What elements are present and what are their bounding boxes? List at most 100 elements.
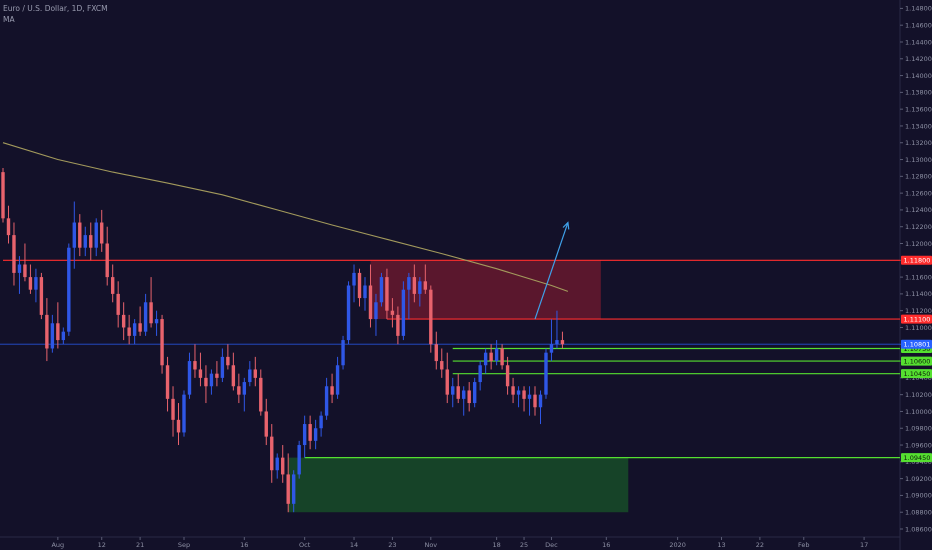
candle-body (138, 323, 142, 332)
price-tick-label: 1.12800 (905, 173, 932, 181)
time-tick-label: 12 (98, 541, 106, 549)
candle-body (45, 314, 49, 349)
time-tick-label: 18 (492, 541, 500, 549)
candles-layer (1, 167, 565, 513)
candle-body (182, 394, 186, 433)
candle-body (165, 365, 170, 399)
price-tick-label: 1.13200 (905, 139, 932, 147)
time-tick-label: Dec (545, 541, 558, 549)
candle-body (67, 247, 71, 332)
candle-body (127, 327, 131, 336)
price-tag-red-bg (901, 255, 932, 265)
candle-body (17, 264, 22, 273)
symbol-title[interactable]: Euro / U.S. Dollar, 1D, FXCM (3, 4, 108, 13)
candle-body (264, 411, 268, 437)
moving-average-layer (2, 142, 569, 292)
candle-body (105, 243, 109, 278)
candle-body (160, 319, 164, 366)
candle-body (456, 386, 460, 399)
candle-body (50, 323, 55, 349)
candle-body (209, 373, 214, 387)
time-tick-label: 23 (388, 541, 396, 549)
candle-body (483, 352, 488, 366)
candle-body (418, 281, 422, 294)
candle-body (308, 424, 312, 441)
price-tick-label: 1.12000 (905, 240, 932, 248)
price-tick-label: 1.13000 (905, 156, 932, 164)
candle-body (204, 377, 208, 387)
price-tick-label: 1.12200 (905, 223, 932, 231)
time-tick-label: 22 (756, 541, 764, 549)
candle-body (12, 235, 16, 273)
candle-body (39, 277, 44, 315)
candle-body (396, 314, 400, 336)
price-tick-label: 1.11000 (905, 324, 932, 332)
candle-body (302, 424, 307, 446)
candle-body (34, 277, 38, 290)
candle-body (533, 394, 537, 408)
candle-body (335, 365, 340, 395)
candle-body (544, 352, 548, 395)
price-tag-green-bg (901, 356, 932, 366)
candle-body (231, 365, 236, 387)
price-tick-label: 1.13800 (905, 89, 932, 97)
time-axis[interactable]: Aug 12 21 Sep 16 Oct 14 23 Nov 18 25 Dec 16 2020 13 22 F… (51, 537, 868, 549)
candle-body (110, 277, 115, 294)
price-tick-label: 1.11600 (905, 273, 932, 281)
candle-body (505, 365, 510, 387)
price-tick-label: 1.14000 (905, 72, 932, 80)
candle-body (324, 386, 329, 416)
price-tick-label: 1.11200 (905, 307, 932, 315)
candle-body (516, 390, 521, 395)
price-tag-green-bg (901, 369, 932, 379)
price-tag-green: 1.10750 (904, 345, 931, 353)
candle-body (198, 369, 203, 378)
levels-layer (0, 259, 900, 459)
price-tags-layer: 1.11800 1.11100 1.10750 1.10600 1.10450 1.094… (901, 255, 932, 463)
candle-body (390, 310, 395, 315)
candle-body (242, 382, 247, 395)
time-tick-label: Feb (798, 541, 810, 549)
candle-body (451, 386, 455, 395)
candle-body (83, 235, 87, 248)
arrow-layer (534, 221, 570, 320)
candle-body (193, 361, 197, 370)
price-tick-label: 1.10200 (905, 391, 932, 399)
candle-body (472, 382, 477, 404)
candle-body (176, 419, 181, 433)
price-tick-label: 1.09600 (905, 441, 932, 449)
price-tag-current-bg (901, 339, 932, 349)
candle-body (281, 457, 285, 475)
price-tick-label: 1.14200 (905, 55, 932, 63)
candle-body (319, 415, 323, 429)
price-tick-label: 1.12400 (905, 206, 932, 214)
price-tick-label: 1.09000 (905, 492, 932, 500)
projection-arrow-head (562, 221, 570, 230)
candle-body (385, 277, 389, 311)
price-tag-green-bg (901, 453, 932, 463)
price-tag-green: 1.09450 (904, 454, 931, 462)
candle-body (154, 319, 159, 324)
candle-body (187, 361, 192, 395)
candle-body (341, 340, 345, 366)
price-tick-label: 1.10000 (905, 408, 932, 416)
time-tick-label: Oct (299, 541, 311, 549)
price-tag-green: 1.10450 (904, 370, 931, 378)
candle-body (28, 277, 33, 290)
price-tick-label: 1.14800 (905, 5, 932, 13)
candle-body (297, 445, 301, 475)
price-tag-green: 1.10600 (904, 357, 931, 365)
candle-body (72, 222, 77, 248)
indicator-legend[interactable]: MA (3, 15, 15, 24)
price-tick-label: 1.14400 (905, 38, 932, 46)
candle-body (94, 222, 98, 248)
candle-body (61, 331, 66, 341)
price-tick-label: 1.08800 (905, 509, 932, 517)
candle-body (368, 285, 373, 320)
grid (0, 0, 901, 550)
price-tick-label: 1.12600 (905, 189, 932, 197)
time-tick-label: 17 (860, 541, 868, 549)
candle-body (478, 365, 482, 383)
moving-average-line (2, 142, 569, 292)
